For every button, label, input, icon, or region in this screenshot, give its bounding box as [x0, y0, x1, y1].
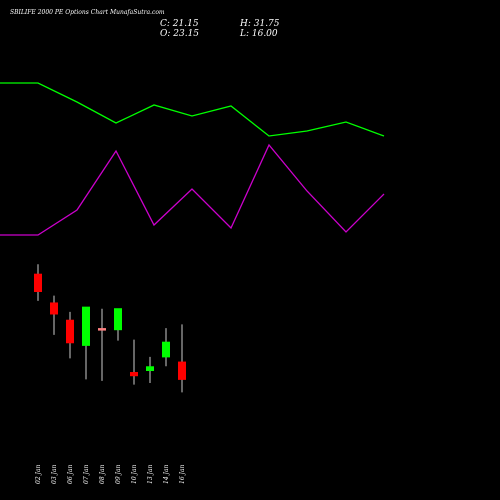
x-tick-label: 02 Jan [35, 464, 42, 484]
high-value: H: 31.75 [240, 19, 280, 29]
candle-body [178, 361, 186, 380]
x-tick-label: 03 Jan [51, 464, 58, 484]
open-value: O: 23.15 [160, 29, 200, 39]
x-tick-label: 06 Jan [67, 464, 74, 484]
candle-body [146, 366, 154, 371]
candle-body [130, 372, 138, 377]
x-tick-label: 14 Jan [163, 464, 170, 484]
x-tick-label: 13 Jan [147, 464, 154, 484]
low-value: L: 16.00 [240, 29, 278, 39]
close-value: C: 21.15 [160, 19, 199, 29]
candle-body [50, 302, 58, 315]
indicator-lines [0, 82, 385, 236]
candle-body [34, 273, 42, 292]
x-tick-label: 09 Jan [115, 464, 122, 484]
x-axis-labels: 02 Jan 03 Jan 06 Jan 07 Jan 08 Jan 09 Jan 10 J… [35, 464, 186, 484]
x-tick-label: 08 Jan [99, 464, 106, 484]
indicator-line-magenta [0, 143, 385, 236]
indicator-line-green [0, 82, 385, 137]
chart-title: SBILIFE 2000 PE Options Chart MunafaSutr… [10, 9, 165, 16]
x-tick-label: 07 Jan [83, 464, 90, 484]
x-tick-label: 10 Jan [131, 464, 138, 484]
candle-body [98, 328, 106, 331]
candle-body [66, 319, 74, 344]
candle-body [82, 306, 90, 346]
candle-body [114, 308, 122, 331]
candlestick-series [34, 264, 186, 393]
candle-body [162, 341, 170, 358]
x-tick-label: 16 Jan [179, 464, 186, 484]
